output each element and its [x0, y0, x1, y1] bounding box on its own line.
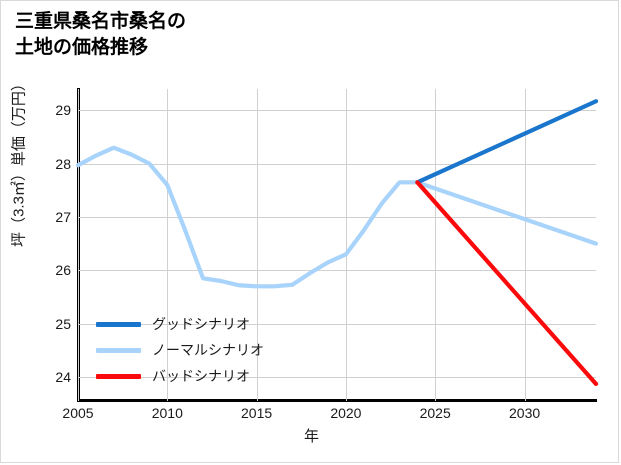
x-tick-2020: 2020 [330, 405, 362, 421]
legend-label: バッドシナリオ [152, 368, 250, 384]
x-axis-line [77, 399, 597, 402]
gridline-y-28 [78, 163, 596, 165]
page-title: 三重県桑名市桑名の 土地の価格推移 [15, 11, 187, 59]
gridline-x-2015 [256, 89, 258, 401]
y-tick-25: 25 [55, 315, 71, 332]
gridline-x-2010 [167, 89, 169, 401]
legend-item[interactable]: グッドシナリオ [96, 311, 306, 337]
gridline-y-29 [78, 110, 596, 112]
y-tick-28: 28 [55, 155, 71, 172]
legend-label: グッドシナリオ [152, 316, 250, 332]
gridline-x-2020 [345, 89, 347, 401]
gridline-y-27 [78, 217, 596, 218]
x-tick-2010: 2010 [151, 405, 183, 421]
legend-swatch-icon [96, 321, 141, 327]
legend-swatch-icon [96, 347, 141, 353]
gridline-x-2025 [435, 89, 437, 401]
series-line-good [415, 99, 599, 185]
x-tick-2015: 2015 [241, 405, 273, 421]
y-tick-29: 29 [55, 102, 71, 119]
chart-legend: グッドシナリオ ノーマルシナリオ バッドシナリオ [96, 311, 306, 389]
x-tick-2005: 2005 [62, 405, 94, 421]
x-tick-2025: 2025 [419, 405, 451, 421]
y-tick-26: 26 [55, 262, 71, 279]
gridline-y-24 [78, 377, 596, 378]
gridline-y-25 [78, 323, 596, 325]
legend-item[interactable]: ノーマルシナリオ [96, 337, 306, 363]
series-line-bad [415, 180, 599, 387]
gridline-x-2005 [78, 89, 79, 401]
gridline-x-2030 [524, 89, 526, 401]
x-tick-2030: 2030 [509, 405, 541, 421]
gridline-y-26 [78, 270, 596, 272]
legend-item[interactable]: バッドシナリオ [96, 363, 306, 389]
series-lines [75, 99, 599, 387]
y-axis-label: 坪（3.3㎡）単価（万円） [10, 76, 28, 247]
y-tick-24: 24 [55, 369, 71, 385]
legend-swatch-icon [96, 373, 141, 379]
y-tick-27: 27 [55, 209, 71, 225]
legend-label: ノーマルシナリオ [152, 342, 264, 358]
plot-area [75, 89, 599, 401]
series-line-normal [75, 145, 599, 289]
x-axis-label: 年 [303, 428, 319, 445]
